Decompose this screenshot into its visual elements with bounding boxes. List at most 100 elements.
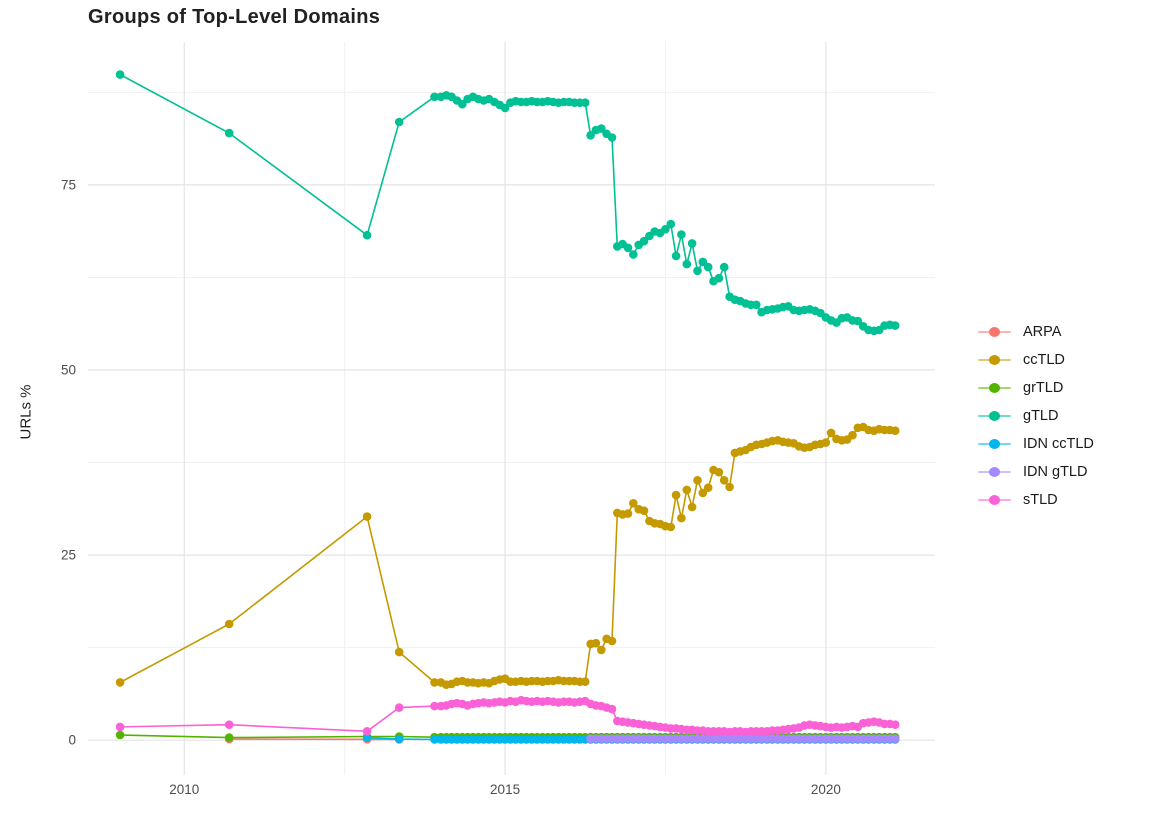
legend-label: gTLD: [1023, 407, 1059, 424]
data-point-gtld: [597, 124, 606, 133]
data-point-gtld: [677, 230, 686, 239]
data-point-gtld: [666, 219, 676, 229]
series-line-gtld: [119, 73, 897, 332]
data-point-gtld: [430, 92, 439, 102]
data-point-stld: [430, 701, 439, 711]
data-point-gtld: [752, 300, 761, 310]
data-point-grtld: [224, 733, 234, 742]
data-point-gtld: [714, 273, 724, 283]
data-point-gtld: [580, 98, 590, 107]
data-point-cctld: [362, 512, 372, 521]
legend-label: ccTLD: [1023, 351, 1065, 368]
legend-item-stld: sTLD: [978, 490, 1094, 509]
data-point-stld: [362, 727, 372, 736]
data-point-gtld: [115, 70, 125, 79]
data-point-gtld: [698, 257, 708, 267]
data-point-gtld: [458, 99, 467, 109]
data-point-cctld: [639, 506, 649, 515]
data-point-cctld: [826, 428, 836, 438]
data-point-idn-cctld: [394, 734, 404, 744]
legend-label: grTLD: [1023, 379, 1064, 396]
data-point-grtld: [115, 730, 125, 740]
data-point-cctld: [677, 513, 686, 523]
data-point-gtld: [623, 243, 633, 253]
data-point-gtld: [853, 316, 863, 326]
legend-key: [978, 434, 1011, 453]
data-point-cctld: [890, 426, 900, 436]
data-point-cctld: [687, 502, 697, 512]
data-point-cctld: [698, 488, 708, 498]
legend-key: [978, 462, 1011, 481]
data-point-stld: [607, 704, 617, 714]
data-point-cctld: [848, 430, 857, 440]
data-point-idn-gtld: [890, 734, 900, 743]
data-point-gtld: [693, 266, 702, 276]
legend-key: [978, 406, 1011, 425]
data-point-cctld: [666, 522, 676, 532]
data-point-cctld: [693, 476, 702, 485]
data-point-gtld: [224, 128, 234, 138]
legend-point-icon: [989, 382, 1000, 393]
data-point-cctld: [430, 678, 439, 687]
data-point-gtld: [703, 262, 713, 272]
legend-key: [978, 378, 1011, 397]
legend-item-cctld: ccTLD: [978, 350, 1094, 369]
data-point-stld: [394, 703, 404, 712]
legend-key: [978, 322, 1011, 341]
x-tick-label: 2015: [490, 782, 520, 797]
data-point-cctld: [682, 485, 692, 495]
legend-key: [978, 490, 1011, 509]
data-point-stld: [115, 722, 125, 732]
data-point-idn-cctld: [362, 733, 372, 742]
data-point-gtld: [394, 117, 404, 127]
data-point-gtld: [629, 250, 638, 259]
data-point-cctld: [607, 636, 617, 646]
data-point-cctld: [671, 490, 681, 500]
legend: ARPA ccTLD grTLD gTLD IDN ccTLD IDN gTLD…: [978, 322, 1094, 509]
data-point-gtld: [607, 133, 617, 142]
data-point-cctld: [115, 678, 125, 687]
legend-point-icon: [989, 466, 1000, 477]
legend-point-icon: [989, 494, 1000, 505]
legend-label: IDN gTLD: [1023, 463, 1088, 480]
data-point-cctld: [591, 638, 601, 648]
legend-item-grtld: grTLD: [978, 378, 1094, 397]
data-point-gtld: [661, 225, 670, 234]
data-point-gtld: [362, 230, 372, 240]
y-tick-label: 50: [61, 362, 76, 377]
legend-label: ARPA: [1023, 323, 1062, 340]
series-line-cctld: [119, 426, 897, 686]
data-point-cctld: [580, 677, 590, 686]
data-point-cctld: [703, 483, 713, 493]
y-tick-label: 0: [68, 733, 76, 748]
data-point-cctld: [629, 499, 638, 508]
data-point-cctld: [714, 467, 724, 477]
data-point-gtld: [500, 103, 510, 113]
legend-item-gtld: gTLD: [978, 406, 1094, 425]
legend-point-icon: [989, 438, 1000, 449]
data-point-stld: [890, 720, 900, 729]
legend-label: sTLD: [1023, 491, 1058, 508]
y-tick-label: 75: [61, 177, 76, 192]
legend-key: [978, 350, 1011, 369]
data-point-gtld: [639, 236, 649, 246]
data-point-gtld: [687, 239, 697, 248]
data-point-cctld: [719, 476, 729, 485]
legend-item-idn-gtld: IDN gTLD: [978, 462, 1094, 481]
data-point-idn-cctld: [430, 735, 439, 744]
legend-point-icon: [989, 326, 1000, 337]
x-tick-label: 2010: [169, 782, 199, 797]
data-point-gtld: [682, 259, 692, 269]
legend-item-idn-cctld: IDN ccTLD: [978, 434, 1094, 453]
data-point-gtld: [719, 262, 729, 272]
data-point-gtld: [671, 251, 681, 261]
data-point-cctld: [623, 509, 633, 518]
y-tick-label: 25: [61, 548, 76, 563]
data-point-stld: [224, 720, 234, 729]
data-point-gtld: [890, 321, 900, 330]
data-point-gtld: [586, 131, 595, 140]
chart-title: Groups of Top-Level Domains: [88, 6, 381, 28]
data-point-cctld: [224, 619, 234, 629]
